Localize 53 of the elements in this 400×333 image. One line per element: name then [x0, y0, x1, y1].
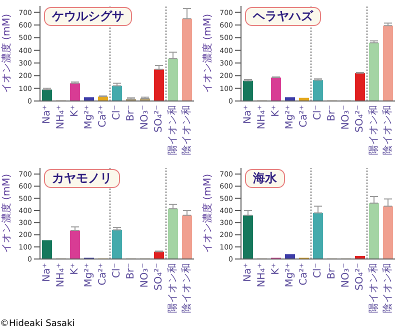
x-tick-label: 陰イオン和 — [382, 105, 394, 155]
x-tick-label: Mg²⁺ — [284, 263, 296, 288]
x-tick-label: NH₄⁺ — [256, 263, 268, 288]
chart-title: ケウルシグサ — [44, 7, 132, 26]
x-tick-label: K⁺ — [270, 105, 282, 117]
x-tick-label: NO₃⁻ — [140, 105, 150, 130]
x-tick-label: 陽イオン和 — [166, 105, 178, 155]
x-tick-label: 陰イオン和 — [180, 105, 192, 155]
x-tick-label: Br⁻ — [126, 105, 136, 122]
x-tick-label: Na⁺ — [242, 263, 254, 282]
x-tick-label: NH₄⁺ — [56, 105, 66, 130]
x-tick-label: 陰イオン和 — [382, 263, 394, 313]
x-tick-label: K⁺ — [70, 263, 80, 275]
x-tick-label: Br⁻ — [126, 263, 136, 280]
x-tick-label: SO₄²⁻ — [154, 105, 164, 133]
x-tick-label: NO₃⁻ — [340, 263, 352, 288]
chart-title: 海水 — [245, 169, 285, 188]
x-tick-label: NH₄⁺ — [256, 105, 268, 130]
y-axis-title: イオン濃度 (mM) — [202, 174, 214, 254]
x-tick-label: Ca²⁺ — [298, 263, 310, 286]
x-tick-label: Br⁻ — [326, 263, 338, 280]
x-tick-label: Cl⁻ — [312, 105, 324, 120]
x-tick-label: K⁺ — [70, 105, 80, 117]
x-tick-label: SO₄²⁻ — [354, 105, 366, 133]
text: ©Hideaki Sasaki — [0, 319, 75, 329]
x-tick-label: Br⁻ — [326, 105, 338, 122]
x-tick-label: SO₄²⁻ — [354, 263, 366, 291]
x-tick-label: 陰イオン和 — [180, 263, 192, 313]
x-tick-label: Mg²⁺ — [84, 263, 94, 288]
x-tick-label: Mg²⁺ — [284, 105, 296, 130]
x-tick-label: NH₄⁺ — [56, 263, 66, 288]
x-tick-label: 陽イオン和 — [166, 263, 178, 313]
x-tick-label: Mg²⁺ — [84, 105, 94, 130]
x-tick-label: SO₄²⁻ — [154, 263, 164, 291]
x-tick-label: Na⁺ — [42, 263, 52, 282]
x-tick-label: 陽イオン和 — [368, 263, 380, 313]
x-tick-label: Cl⁻ — [312, 263, 324, 278]
chart-title: カヤモノリ — [44, 169, 120, 188]
x-tick-label: Ca²⁺ — [98, 105, 108, 128]
x-tick-label: Cl⁻ — [112, 263, 122, 278]
x-tick-label: Na⁺ — [242, 105, 254, 124]
x-tick-label: K⁺ — [270, 263, 282, 275]
x-tick-label: NO₃⁻ — [340, 105, 352, 130]
y-axis-title: イオン濃度 (mM) — [0, 174, 12, 254]
x-tick-label: NO₃⁻ — [140, 263, 150, 288]
y-axis-title: イオン濃度 (mM) — [0, 14, 12, 94]
x-tick-label: 陽イオン和 — [368, 105, 380, 155]
chart-title: ヘラヤハズ — [245, 7, 321, 26]
y-axis-title: イオン濃度 (mM) — [202, 14, 214, 94]
x-tick-label: Na⁺ — [42, 105, 52, 124]
x-tick-label: Cl⁻ — [112, 105, 122, 120]
x-tick-label: Ca²⁺ — [98, 263, 108, 286]
x-tick-label: Ca²⁺ — [298, 105, 310, 128]
